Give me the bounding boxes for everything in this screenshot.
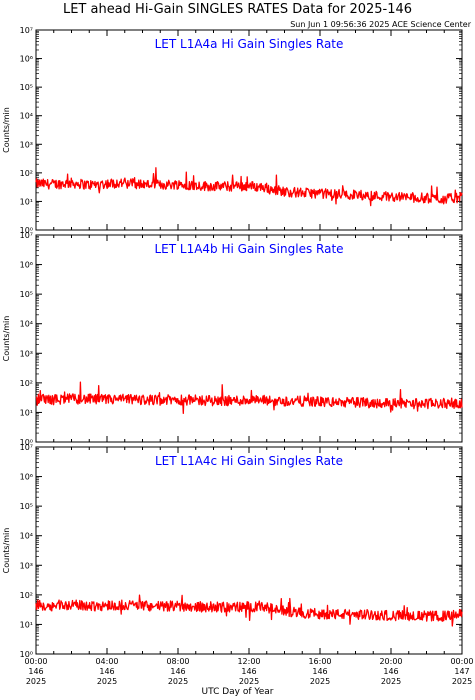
x-tick-time-label: 00:00 bbox=[450, 657, 473, 666]
y-axis-label: Counts/min bbox=[2, 528, 11, 574]
series-line-1 bbox=[35, 381, 463, 414]
x-tick-year-label: 2025 bbox=[310, 677, 330, 686]
y-tick-label: 10⁰ bbox=[20, 650, 33, 659]
y-axis-label: Counts/min bbox=[2, 107, 11, 153]
y-axis-label: Counts/min bbox=[2, 316, 11, 362]
x-tick-year-label: 2025 bbox=[239, 677, 259, 686]
y-tick-label: 10⁴ bbox=[20, 532, 33, 541]
x-tick-time-label: 04:00 bbox=[95, 657, 118, 666]
y-tick-label: 10⁷ bbox=[20, 26, 33, 35]
x-tick-year-label: 2025 bbox=[168, 677, 188, 686]
y-tick-label: 10² bbox=[20, 169, 33, 178]
x-tick-doy-label: 146 bbox=[241, 667, 256, 676]
y-tick-label: 10¹ bbox=[20, 408, 33, 417]
y-tick-label: 10² bbox=[20, 591, 33, 600]
panel-title-2: LET L1A4c Hi Gain Singles Rate bbox=[155, 454, 343, 468]
x-tick-doy-label: 146 bbox=[383, 667, 398, 676]
x-tick-year-label: 2025 bbox=[381, 677, 401, 686]
y-tick-label: 10⁶ bbox=[20, 261, 33, 270]
y-tick-label: 10³ bbox=[20, 349, 33, 358]
x-tick-time-label: 16:00 bbox=[308, 657, 331, 666]
y-tick-label: 10⁴ bbox=[20, 112, 33, 121]
y-tick-label: 10⁰ bbox=[20, 438, 33, 447]
generation-timestamp: Sun Jun 1 09:56:36 2025 ACE Science Cent… bbox=[290, 20, 471, 29]
y-tick-label: 10⁶ bbox=[20, 55, 33, 64]
chart-title: LET ahead Hi-Gain SINGLES RATES Data for… bbox=[62, 2, 413, 17]
panel-title-1: LET L1A4b Hi Gain Singles Rate bbox=[154, 242, 343, 256]
series-line-2 bbox=[35, 594, 463, 627]
x-tick-time-label: 00:00 bbox=[24, 657, 47, 666]
x-tick-year-label: 2025 bbox=[97, 677, 117, 686]
y-tick-label: 10⁵ bbox=[20, 290, 33, 299]
series-line-0 bbox=[35, 167, 463, 207]
y-tick-label: 10² bbox=[20, 379, 33, 388]
x-tick-time-label: 08:00 bbox=[166, 657, 189, 666]
y-tick-label: 10⁷ bbox=[20, 231, 33, 240]
y-tick-label: 10³ bbox=[20, 140, 33, 149]
y-tick-label: 10³ bbox=[20, 561, 33, 570]
x-tick-doy-label: 146 bbox=[170, 667, 185, 676]
x-tick-doy-label: 146 bbox=[28, 667, 43, 676]
panel-frame-0 bbox=[35, 29, 463, 231]
x-tick-doy-label: 146 bbox=[99, 667, 114, 676]
panel-frame-2 bbox=[35, 446, 463, 655]
x-tick-doy-label: 146 bbox=[312, 667, 327, 676]
y-tick-label: 10⁷ bbox=[20, 443, 33, 452]
y-tick-label: 10¹ bbox=[20, 197, 33, 206]
x-tick-doy-label: 147 bbox=[454, 667, 469, 676]
y-tick-label: 10⁵ bbox=[20, 83, 33, 92]
x-tick-time-label: 12:00 bbox=[237, 657, 260, 666]
y-tick-label: 10⁰ bbox=[20, 226, 33, 235]
y-tick-label: 10¹ bbox=[20, 620, 33, 629]
panel-title-0: LET L1A4a Hi Gain Singles Rate bbox=[155, 37, 344, 51]
x-tick-year-label: 2025 bbox=[26, 677, 46, 686]
y-tick-label: 10⁵ bbox=[20, 502, 33, 511]
x-tick-time-label: 20:00 bbox=[379, 657, 402, 666]
x-axis-label: UTC Day of Year bbox=[201, 687, 274, 697]
y-tick-label: 10⁴ bbox=[20, 320, 33, 329]
panel-frame-1 bbox=[35, 234, 463, 443]
x-tick-year-label: 2025 bbox=[452, 677, 472, 686]
y-tick-label: 10⁶ bbox=[20, 473, 33, 482]
